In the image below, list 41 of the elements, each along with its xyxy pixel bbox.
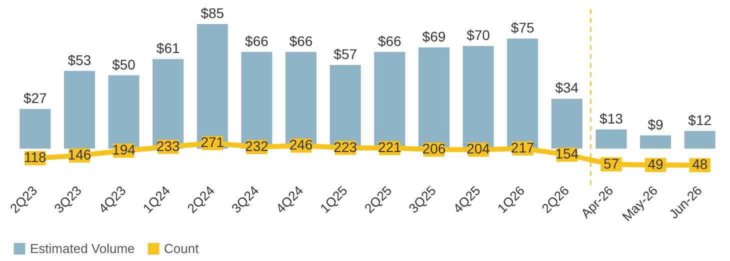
data-label: $9 bbox=[648, 116, 664, 132]
bar bbox=[64, 70, 95, 149]
data-label: 154 bbox=[555, 146, 579, 162]
data-label: $27 bbox=[23, 90, 48, 106]
bar bbox=[20, 109, 51, 149]
data-label: 221 bbox=[378, 139, 402, 156]
bar bbox=[640, 135, 672, 149]
bar bbox=[596, 130, 627, 149]
data-label: 49 bbox=[648, 156, 664, 172]
data-label: $34 bbox=[555, 80, 579, 96]
data-label: $61 bbox=[156, 40, 180, 56]
data-label: 223 bbox=[334, 138, 358, 155]
data-label: 233 bbox=[156, 138, 180, 154]
data-label: $12 bbox=[688, 112, 712, 128]
data-label: $53 bbox=[68, 52, 92, 68]
data-label: $13 bbox=[600, 110, 624, 127]
data-label: $69 bbox=[422, 28, 446, 44]
legend-label: Estimated Volume bbox=[30, 240, 135, 256]
bar bbox=[684, 131, 716, 149]
data-label: 146 bbox=[68, 146, 92, 162]
data-label: 217 bbox=[510, 139, 534, 156]
data-label: $57 bbox=[334, 46, 358, 62]
data-label: $75 bbox=[510, 20, 534, 36]
data-label: $85 bbox=[200, 4, 224, 21]
legend-label: Count bbox=[164, 240, 200, 256]
bar bbox=[196, 24, 228, 149]
data-label: 118 bbox=[24, 149, 47, 166]
data-label: 57 bbox=[603, 155, 620, 172]
data-label: 271 bbox=[200, 134, 224, 150]
data-label: $66 bbox=[378, 32, 402, 49]
data-label: 246 bbox=[289, 136, 313, 153]
data-label: 232 bbox=[245, 138, 269, 154]
bar bbox=[551, 98, 582, 149]
data-label: $70 bbox=[466, 26, 490, 43]
data-label: $66 bbox=[245, 32, 269, 49]
data-label: $50 bbox=[112, 56, 136, 72]
data-label: 194 bbox=[112, 142, 136, 158]
data-label: $66 bbox=[289, 32, 313, 49]
data-label: 48 bbox=[692, 156, 708, 172]
data-label: 204 bbox=[466, 140, 490, 157]
data-label: 206 bbox=[422, 140, 446, 157]
